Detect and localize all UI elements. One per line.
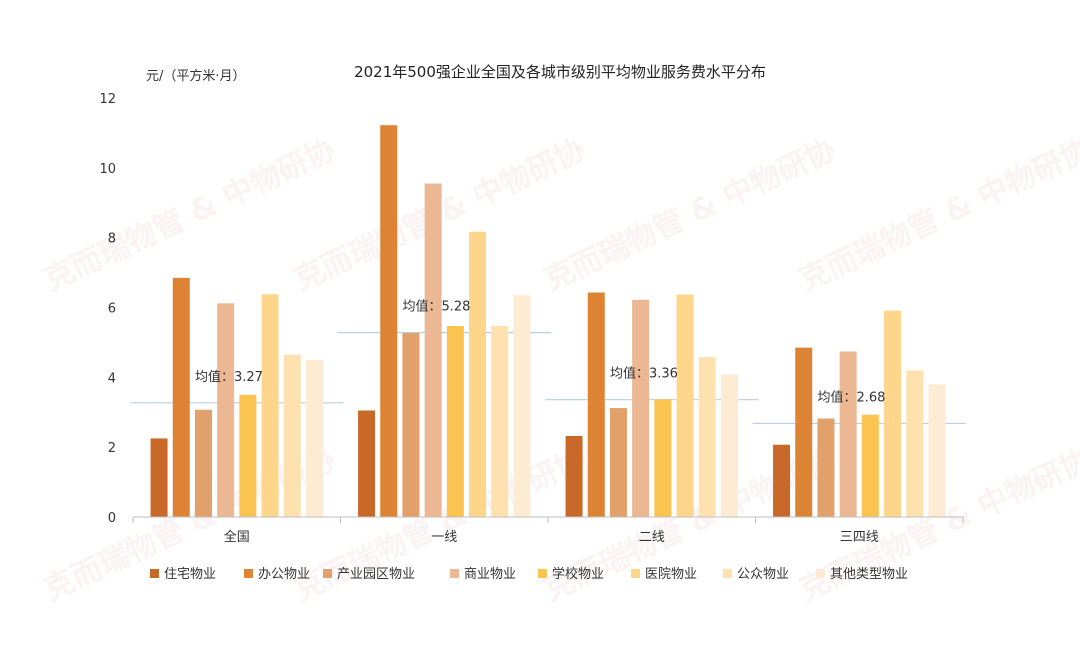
bar bbox=[491, 326, 509, 517]
legend-label: 办公物业 bbox=[258, 567, 310, 582]
legend-swatch bbox=[816, 569, 825, 578]
bar bbox=[565, 435, 583, 517]
y-tick-label: 0 bbox=[108, 511, 116, 526]
legend-label: 产业园区物业 bbox=[337, 567, 415, 582]
bar bbox=[698, 357, 716, 517]
average-label: 均值：2.68 bbox=[818, 389, 886, 405]
legend-swatch bbox=[538, 569, 547, 578]
average-label: 均值：3.36 bbox=[610, 366, 678, 382]
bar bbox=[676, 294, 694, 517]
x-tick-label: 二线 bbox=[639, 530, 665, 545]
y-axis-ticks: 0 2 4 6 8 10 12 bbox=[99, 92, 116, 526]
x-axis: 全国 一线 二线 三四线 bbox=[132, 516, 964, 545]
bar bbox=[609, 408, 627, 517]
legend-label: 学校物业 bbox=[552, 566, 604, 582]
x-tick-label: 一线 bbox=[431, 530, 457, 545]
bar bbox=[261, 294, 279, 517]
y-tick-label: 6 bbox=[108, 302, 116, 317]
bar bbox=[380, 125, 398, 518]
x-tick-label: 三四线 bbox=[840, 530, 879, 545]
bar bbox=[928, 384, 946, 517]
y-tick-label: 12 bbox=[99, 92, 116, 107]
bar bbox=[587, 292, 605, 517]
legend-swatch bbox=[723, 569, 732, 578]
bar bbox=[720, 374, 738, 517]
legend-label: 其他类型物业 bbox=[830, 567, 908, 582]
y-axis-unit-label: 元/（平方米·月） bbox=[146, 68, 246, 84]
legend-label: 公众物业 bbox=[737, 567, 789, 582]
legend-label: 商业物业 bbox=[464, 567, 516, 582]
legend-swatch bbox=[323, 569, 332, 578]
bar bbox=[795, 347, 813, 517]
bar bbox=[424, 183, 442, 517]
y-tick-label: 2 bbox=[108, 441, 116, 456]
legend-label: 住宅物业 bbox=[164, 567, 216, 582]
bar bbox=[513, 295, 531, 517]
bar bbox=[861, 414, 879, 517]
bar bbox=[172, 277, 190, 517]
bar bbox=[884, 310, 902, 517]
bar bbox=[194, 409, 212, 517]
bar bbox=[817, 418, 835, 517]
x-tick-label: 全国 bbox=[224, 529, 250, 545]
bars bbox=[150, 125, 946, 518]
average-label: 均值：3.27 bbox=[195, 369, 263, 385]
average-label: 均值：5.28 bbox=[403, 299, 471, 315]
bar bbox=[217, 303, 235, 517]
y-tick-label: 10 bbox=[99, 162, 116, 177]
legend: 住宅物业 办公物业 产业园区物业 商业物业 学校物业 医院物业 公众物业 其他类型物业 bbox=[150, 566, 908, 582]
legend-swatch bbox=[631, 569, 640, 578]
chart-title: 2021年500强企业全国及各城市级别平均物业服务费水平分布 bbox=[354, 63, 766, 81]
legend-label: 医院物业 bbox=[645, 567, 697, 582]
bar bbox=[469, 231, 487, 517]
legend-swatch bbox=[450, 569, 459, 578]
bar bbox=[150, 438, 168, 517]
bar bbox=[239, 394, 257, 517]
bar bbox=[446, 326, 464, 517]
y-tick-label: 4 bbox=[108, 371, 116, 386]
bar bbox=[283, 354, 301, 517]
bar bbox=[839, 351, 857, 517]
legend-swatch bbox=[150, 569, 159, 578]
y-tick-label: 8 bbox=[108, 232, 116, 247]
bar bbox=[632, 299, 650, 517]
bar bbox=[305, 359, 323, 517]
legend-swatch bbox=[244, 569, 253, 578]
bar bbox=[906, 370, 924, 517]
bar bbox=[402, 332, 420, 517]
bar bbox=[773, 444, 791, 517]
average-labels: 均值：3.27 均值：5.28 均值：3.36 均值：2.68 bbox=[195, 299, 885, 406]
bar bbox=[654, 399, 672, 517]
bar bbox=[358, 410, 376, 517]
